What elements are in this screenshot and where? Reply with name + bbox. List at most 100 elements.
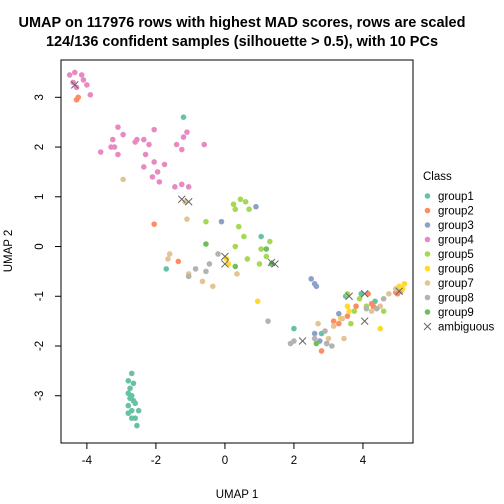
legend-item-group8: group8 [424, 293, 474, 305]
legend-label: group1 [438, 191, 474, 203]
point-group3 [218, 218, 225, 225]
point-group1 [135, 407, 142, 414]
point-group8 [215, 251, 221, 257]
legend-label: group9 [438, 307, 474, 319]
legend-marker-dot [424, 222, 431, 228]
y-tick-label: 0 [34, 243, 46, 249]
point-ambiguous [184, 197, 193, 206]
point-group7 [368, 308, 375, 314]
point-group8 [322, 328, 328, 334]
point-group2 [344, 313, 351, 319]
point-group4 [80, 77, 87, 83]
point-group4 [151, 159, 157, 165]
legend-marker-dot [424, 309, 431, 315]
legend-item-group2: group2 [424, 206, 474, 218]
point-group8 [363, 305, 370, 312]
point-group7 [392, 286, 399, 292]
point-group4 [149, 174, 156, 180]
x-tick-label: -2 [151, 455, 161, 467]
point-group7 [166, 251, 173, 257]
point-group6 [346, 308, 352, 314]
point-group4 [178, 146, 185, 153]
point-group4 [184, 129, 190, 135]
point-group7 [325, 335, 332, 342]
y-tick-label: 3 [34, 94, 46, 100]
legend-label: group2 [438, 206, 474, 218]
point-group4 [120, 131, 126, 138]
legend-title: Class [423, 171, 452, 183]
point-group8 [329, 343, 335, 349]
point-group5 [380, 308, 387, 314]
point-group1 [125, 410, 132, 416]
point-group5 [232, 243, 239, 250]
legend-marker-dot [424, 236, 431, 243]
point-group9 [313, 340, 320, 347]
legend-item-group1: group1 [424, 191, 474, 203]
y-axis: -3 -2 -1 0 1 2 3 [34, 94, 62, 401]
legend-item-group6: group6 [424, 264, 474, 276]
point-group1 [134, 422, 140, 429]
point-group1 [291, 325, 297, 332]
legend-marker-dot [424, 207, 431, 214]
legend-label: ambiguous [438, 322, 495, 334]
point-group3 [336, 310, 342, 317]
point-group5 [237, 196, 244, 203]
point-group4 [178, 181, 185, 188]
point-group4 [173, 141, 180, 148]
legend: Class group1 group2 group3 group4 group5 grou… [423, 171, 495, 334]
y-tick-label: 1 [34, 194, 46, 200]
point-group4 [151, 126, 157, 133]
point-group4 [180, 134, 187, 140]
legend-label: group4 [438, 235, 474, 247]
point-ambiguous [221, 252, 229, 261]
point-ambiguous [360, 289, 369, 298]
point-group5 [356, 295, 363, 302]
point-group5 [242, 198, 249, 205]
point-group4 [66, 72, 73, 78]
legend-marker-dot [424, 193, 431, 199]
y-tick-label: -3 [34, 391, 46, 401]
point-group8 [380, 295, 387, 302]
point-group4 [70, 79, 76, 86]
point-group7 [330, 323, 337, 329]
point-group4 [97, 149, 104, 155]
point-group3 [311, 330, 318, 337]
point-group7 [199, 278, 206, 285]
y-tick-label: -2 [34, 341, 46, 351]
point-group6 [399, 286, 406, 292]
point-ambiguous [298, 337, 307, 345]
point-group9 [263, 246, 270, 252]
point-group5 [263, 253, 270, 260]
point-group8 [203, 268, 209, 275]
point-group4 [146, 141, 152, 148]
x-tick-label: 4 [360, 455, 367, 467]
point-group7 [234, 271, 240, 277]
point-group4 [142, 151, 149, 158]
point-group7 [339, 315, 346, 322]
point-group2 [330, 318, 337, 324]
point-group1 [125, 402, 132, 409]
legend-marker-dot [424, 294, 431, 301]
point-group5 [232, 206, 239, 213]
point-ambiguous [360, 317, 369, 325]
point-group5 [246, 206, 252, 213]
point-group4 [201, 141, 208, 148]
y-tick-label: 2 [34, 144, 46, 150]
legend-label: group3 [438, 220, 474, 232]
point-group1 [132, 415, 138, 421]
legend-label: group5 [438, 249, 474, 261]
point-group8 [291, 338, 297, 344]
x-tick-label: 0 [222, 455, 228, 467]
point-ambiguous [345, 292, 354, 301]
point-group8 [192, 266, 199, 272]
point-group4 [185, 184, 192, 190]
point-ambiguous [271, 260, 279, 268]
point-group5 [351, 308, 358, 314]
point-group5 [244, 256, 251, 262]
point-group5 [203, 218, 209, 225]
y-axis-label: UMAP 2 [3, 230, 15, 273]
x-axis-label: UMAP 1 [216, 489, 259, 501]
legend-label: group8 [438, 293, 474, 305]
point-group9 [232, 263, 239, 270]
point-group7 [184, 216, 190, 222]
